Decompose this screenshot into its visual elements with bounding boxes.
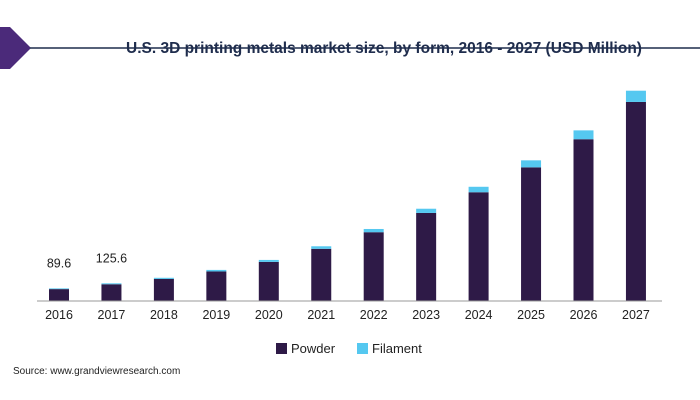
legend: Powder Filament: [276, 341, 422, 356]
bar-powder-2017: [101, 284, 122, 301]
bar-powder-2025: [521, 167, 542, 301]
x-tick-label-2024: 2024: [465, 308, 493, 322]
bar-powder-2026: [573, 139, 594, 301]
x-tick-label-2022: 2022: [360, 308, 388, 322]
data-label-2016: 89.6: [47, 256, 71, 270]
bar-powder-2019: [206, 271, 227, 301]
bar-filament-2023: [416, 208, 437, 213]
x-tick-label-2017: 2017: [98, 308, 126, 322]
bar-powder-2020: [258, 261, 279, 301]
bar-filament-2018: [153, 277, 174, 279]
x-tick-label-2020: 2020: [255, 308, 283, 322]
bar-filament-2027: [625, 90, 646, 102]
bar-powder-2021: [311, 248, 332, 301]
legend-label-powder: Powder: [291, 341, 336, 356]
x-tick-label-2026: 2026: [570, 308, 598, 322]
bar-filament-2026: [573, 130, 594, 140]
source-note: Source: www.grandviewresearch.com: [13, 366, 180, 377]
bar-powder-2016: [49, 289, 69, 301]
x-tick-labels: 2016 2017 2018 2019 2020 2021 2022 2023 2024 2025…: [45, 308, 650, 322]
x-tick-label-2016: 2016: [45, 308, 73, 322]
x-tick-label-2018: 2018: [150, 308, 178, 322]
bar-powder-2022: [363, 232, 384, 301]
bar-powder-2024: [468, 192, 489, 301]
bar-filament-2024: [468, 186, 489, 193]
x-tick-label-2023: 2023: [412, 308, 440, 322]
header-accent-shape: [0, 27, 31, 69]
x-tick-label-2027: 2027: [622, 308, 650, 322]
bar-filament-2022: [363, 228, 384, 233]
legend-swatch-powder: [276, 343, 287, 354]
x-tick-label-2019: 2019: [202, 308, 230, 322]
bar-filament-2020: [258, 259, 279, 262]
bar-powder-2018: [153, 278, 174, 301]
bar-filament-2025: [521, 160, 542, 168]
legend-swatch-filament: [357, 343, 368, 354]
data-labels: 89.6 125.6: [47, 251, 127, 270]
bar-filament-2021: [311, 246, 332, 249]
bar-filament-2019: [206, 269, 227, 272]
bars-layer: [49, 90, 646, 301]
bar-filament-2016: [49, 288, 69, 290]
bar-powder-2023: [416, 212, 437, 301]
bar-powder-2027: [625, 101, 646, 301]
chart-title: U.S. 3D printing metals market size, by …: [126, 40, 642, 57]
x-tick-label-2025: 2025: [517, 308, 545, 322]
bar-filament-2017: [101, 283, 122, 285]
data-label-2017: 125.6: [96, 251, 127, 265]
legend-label-filament: Filament: [372, 341, 422, 356]
x-tick-label-2021: 2021: [307, 308, 335, 322]
